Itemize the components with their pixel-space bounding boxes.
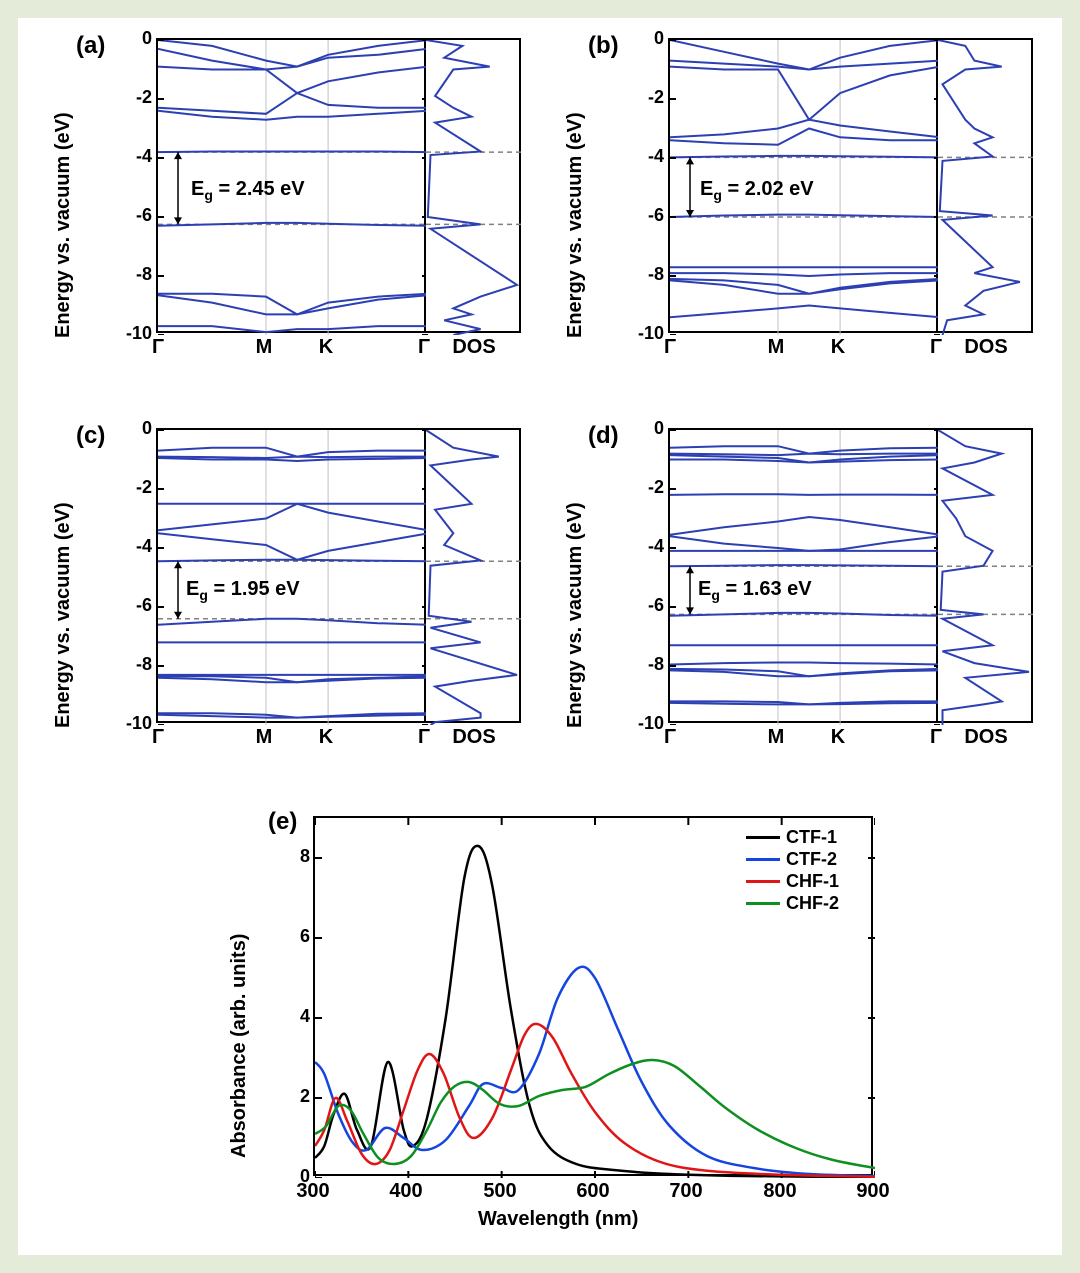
panel-d-dos-box (938, 428, 1033, 723)
panel-c-bands-box (156, 428, 426, 723)
panel-a-label: (a) (76, 32, 105, 60)
panel-a-dos-label: DOS (452, 336, 495, 359)
panel-b-dos-box (938, 38, 1033, 333)
panel-a-xtick-m: M (256, 336, 273, 359)
panel-a-xtick-k: K (319, 336, 333, 359)
panel-a-eg: Eg = 2.45 eV (191, 178, 305, 203)
panel-d-eg: Eg = 1.63 eV (698, 578, 812, 603)
panel-d-ylabel: Energy vs. vacuum (eV) (564, 502, 587, 728)
panel-e-xlabel: Wavelength (nm) (478, 1208, 638, 1231)
panel-c: (c) Energy vs. vacuum (eV) Eg = 1.95 eV … (36, 418, 526, 773)
panel-c-dos-svg (426, 430, 521, 725)
panel-d-bands-box (668, 428, 938, 723)
panel-e-ylabel: Absorbance (arb. units) (228, 934, 251, 1158)
panel-b-ylabel: Energy vs. vacuum (eV) (564, 112, 587, 338)
panel-a-ylabel: Energy vs. vacuum (eV) (52, 112, 75, 338)
panel-b-label: (b) (588, 32, 619, 60)
panel-e-label: (e) (268, 808, 297, 836)
panel-d-dos-svg (938, 430, 1033, 725)
panel-c-label: (c) (76, 422, 105, 450)
panel-b-dos-svg (938, 40, 1033, 335)
panel-b-eg: Eg = 2.02 eV (700, 178, 814, 203)
panel-d-label: (d) (588, 422, 619, 450)
legend-chf2: CHF-2 (746, 892, 839, 914)
panel-c-dos-box (426, 428, 521, 723)
legend-chf1: CHF-1 (746, 870, 839, 892)
legend-ctf2: CTF-2 (746, 848, 839, 870)
panel-e: (e) Absorbance (arb. units) Wavelength (… (208, 808, 888, 1248)
panel-e-legend: CTF-1 CTF-2 CHF-1 CHF-2 (746, 826, 839, 914)
panel-b: (b) Energy vs. vacuum (eV) Eg = 2.02 eV … (548, 28, 1038, 383)
panel-a-dos-box (426, 38, 521, 333)
legend-ctf1: CTF-1 (746, 826, 839, 848)
panel-a-xtick-gamma2: Γ (418, 336, 430, 359)
figure-container: (a) Energy vs. vacuum (eV) Eg = 2.45 eV … (18, 18, 1062, 1255)
panel-c-eg: Eg = 1.95 eV (186, 578, 300, 603)
panel-a: (a) Energy vs. vacuum (eV) Eg = 2.45 eV … (36, 28, 526, 383)
panel-a-dos-svg (426, 40, 521, 335)
panel-c-ylabel: Energy vs. vacuum (eV) (52, 502, 75, 728)
panel-d: (d) Energy vs. vacuum (eV) Eg = 1.63 eV … (548, 418, 1038, 773)
panel-a-xtick-gamma1: Γ (152, 336, 164, 359)
